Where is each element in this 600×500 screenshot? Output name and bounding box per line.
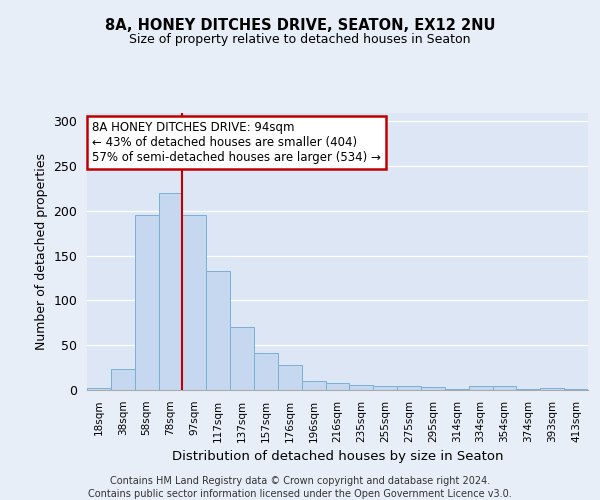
Bar — [254, 354, 278, 390]
Text: Contains HM Land Registry data © Crown copyright and database right 2024.: Contains HM Land Registry data © Crown c… — [110, 476, 490, 486]
X-axis label: Distribution of detached houses by size in Seaton: Distribution of detached houses by size … — [172, 450, 503, 463]
Bar — [206, 271, 230, 390]
Bar — [111, 368, 135, 390]
Bar — [182, 216, 206, 390]
Bar — [493, 386, 517, 390]
Bar — [517, 389, 540, 390]
Bar — [87, 388, 111, 390]
Bar — [564, 389, 588, 390]
Text: Contains public sector information licensed under the Open Government Licence v3: Contains public sector information licen… — [88, 489, 512, 499]
Text: 8A, HONEY DITCHES DRIVE, SEATON, EX12 2NU: 8A, HONEY DITCHES DRIVE, SEATON, EX12 2N… — [105, 18, 495, 32]
Bar — [302, 381, 326, 390]
Bar — [469, 386, 493, 390]
Bar — [373, 386, 397, 390]
Bar — [421, 388, 445, 390]
Text: Size of property relative to detached houses in Seaton: Size of property relative to detached ho… — [129, 32, 471, 46]
Text: 8A HONEY DITCHES DRIVE: 94sqm
← 43% of detached houses are smaller (404)
57% of : 8A HONEY DITCHES DRIVE: 94sqm ← 43% of d… — [92, 121, 381, 164]
Bar — [135, 214, 158, 390]
Bar — [326, 383, 349, 390]
Bar — [230, 328, 254, 390]
Bar — [397, 386, 421, 390]
Bar — [158, 193, 182, 390]
Bar — [349, 384, 373, 390]
Bar — [278, 365, 302, 390]
Y-axis label: Number of detached properties: Number of detached properties — [35, 153, 48, 350]
Bar — [540, 388, 564, 390]
Bar — [445, 389, 469, 390]
